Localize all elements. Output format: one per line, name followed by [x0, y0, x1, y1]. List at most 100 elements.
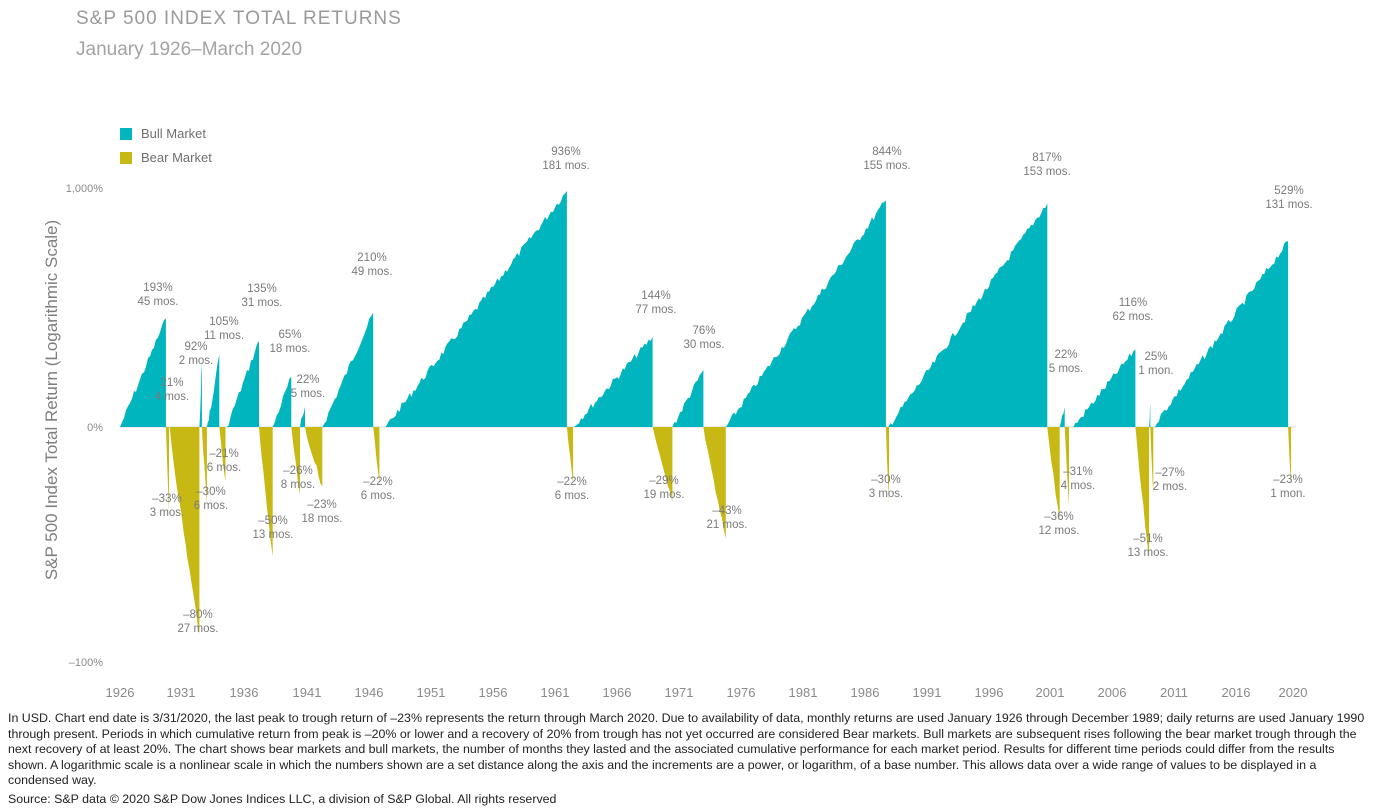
x-tick-label: 1991 — [913, 685, 942, 700]
bull-label-3-value: 105% — [209, 316, 238, 328]
bear-period-10 — [703, 427, 726, 539]
bull-label-1-value: 92% — [184, 341, 207, 353]
x-tick-label: 1996 — [975, 685, 1004, 700]
bull-period-7 — [322, 312, 374, 427]
bull-period-14 — [1073, 349, 1136, 427]
bear-label-10-value: –43% — [712, 505, 741, 517]
bull-label-6-value: 22% — [296, 374, 319, 386]
bear-label-7-months: 6 mos. — [361, 490, 396, 502]
x-tick-label: 1926 — [106, 685, 135, 700]
bear-label-0-value: –33% — [152, 493, 181, 505]
bear-label-12-months: 12 mos. — [1039, 525, 1080, 537]
bull-period-1 — [199, 361, 202, 427]
bull-label-11-value: 844% — [872, 146, 901, 158]
x-tick-label: 1931 — [167, 685, 196, 700]
bull-label-8-value: 936% — [551, 146, 580, 158]
x-tick-label: 1981 — [789, 685, 818, 700]
bear-period-7 — [373, 427, 380, 484]
legend-item-bear: Bear Market — [120, 150, 212, 165]
bull-label-16-value: 529% — [1274, 185, 1303, 197]
x-tick-label: 1976 — [727, 685, 756, 700]
bull-label-13-months: 5 mos. — [1049, 363, 1084, 375]
bear-label-13-months: 4 mos. — [1061, 480, 1096, 492]
bear-label-2-months: 6 mos. — [194, 500, 229, 512]
bull-label-9-months: 77 mos. — [636, 304, 677, 316]
bull-label-12-value: 817% — [1032, 152, 1061, 164]
chart-subtitle: January 1926–March 2020 — [76, 39, 303, 60]
legend-label-bear: Bear Market — [141, 150, 212, 165]
bull-label-3-months: 11 mos. — [204, 330, 244, 342]
bear-period-16 — [1288, 427, 1292, 487]
bear-label-11-months: 3 mos. — [869, 488, 904, 500]
bull-period-5 — [272, 376, 292, 427]
bear-period-8 — [566, 427, 574, 484]
bear-label-0-months: 3 mos. — [150, 507, 185, 519]
bear-label-1-value: –80% — [183, 609, 212, 621]
bear-period-11 — [885, 427, 889, 505]
bull-label-7-value: 210% — [357, 252, 386, 264]
bull-period-12 — [888, 203, 1048, 427]
bull-label-15-months: 1 mon. — [1138, 365, 1173, 377]
bear-label-4-value: –50% — [258, 515, 287, 527]
chart-title: S&P 500 INDEX TOTAL RETURNS — [76, 8, 402, 29]
bear-label-13-value: –31% — [1063, 466, 1092, 478]
bear-period-1 — [169, 427, 200, 634]
bull-label-5-months: 18 mos. — [270, 343, 311, 355]
bull-label-1-months: 2 mos. — [179, 355, 214, 367]
footnote: In USD. Chart end date is 3/31/2020, the… — [8, 711, 1365, 787]
bull-period-0 — [120, 318, 166, 427]
bull-label-5-value: 65% — [278, 329, 301, 341]
bull-label-16-months: 131 mos. — [1265, 199, 1312, 211]
bull-period-6 — [300, 406, 305, 427]
bull-label-12-months: 153 mos. — [1023, 166, 1070, 178]
bull-label-0-value: 193% — [143, 282, 172, 294]
bull-label-2-value: 21% — [160, 377, 183, 389]
bull-label-13-value: 22% — [1054, 349, 1077, 361]
x-tick-label: 1961 — [541, 685, 570, 700]
bear-label-1-months: 27 mos. — [178, 623, 219, 635]
bull-period-16 — [1152, 241, 1289, 427]
bull-label-14-months: 62 mos. — [1113, 311, 1154, 323]
bull-period-3 — [208, 354, 220, 427]
bear-period-13 — [1064, 427, 1069, 508]
x-tick-label: 2011 — [1160, 685, 1188, 700]
x-tick-label: 2016 — [1222, 685, 1251, 700]
x-tick-label: 1951 — [417, 685, 446, 700]
bull-label-0-months: 45 mos. — [138, 296, 179, 308]
bull-label-10-value: 76% — [692, 325, 715, 337]
y-tick-label: 0% — [87, 422, 103, 434]
x-tick-label: 1936 — [230, 685, 259, 700]
x-tick-label: 1986 — [851, 685, 880, 700]
bull-label-10-months: 30 mos. — [684, 339, 725, 351]
bear-swatch — [120, 151, 132, 164]
bull-label-6-months: 5 mos. — [291, 388, 326, 400]
x-tick-label: 2020 — [1279, 685, 1308, 700]
legend-label-bull: Bull Market — [141, 126, 207, 141]
bear-label-6-value: –23% — [307, 499, 336, 511]
bear-label-4-months: 13 mos. — [253, 529, 294, 541]
bull-period-4 — [226, 340, 259, 427]
bear-label-14-months: 13 mos. — [1128, 547, 1169, 559]
bull-label-8-months: 181 mos. — [542, 160, 589, 172]
bull-period-8 — [385, 191, 567, 427]
x-tick-label: 2001 — [1036, 685, 1065, 700]
bull-label-11-months: 155 mos. — [863, 160, 910, 172]
bear-label-6-months: 18 mos. — [302, 513, 343, 525]
bear-label-8-value: –22% — [557, 476, 586, 488]
bull-label-2-months: 4 mos. — [155, 391, 190, 403]
bull-label-15-value: 25% — [1144, 351, 1167, 363]
bear-label-8-months: 6 mos. — [555, 490, 590, 502]
bear-label-5-value: –26% — [283, 465, 312, 477]
bear-period-15 — [1150, 427, 1154, 497]
bear-label-15-value: –27% — [1155, 467, 1184, 479]
bear-label-14-value: –51% — [1133, 533, 1162, 545]
bull-label-7-months: 49 mos. — [352, 266, 393, 278]
bull-period-15 — [1149, 404, 1151, 427]
bear-period-4 — [259, 427, 273, 557]
x-tick-label: 1941 — [293, 685, 322, 700]
bear-label-5-months: 8 mos. — [281, 479, 316, 491]
y-tick-label: –100% — [69, 657, 103, 669]
bear-label-11-value: –30% — [871, 474, 900, 486]
bear-period-9 — [652, 427, 673, 502]
x-tick-label: 1946 — [355, 685, 384, 700]
